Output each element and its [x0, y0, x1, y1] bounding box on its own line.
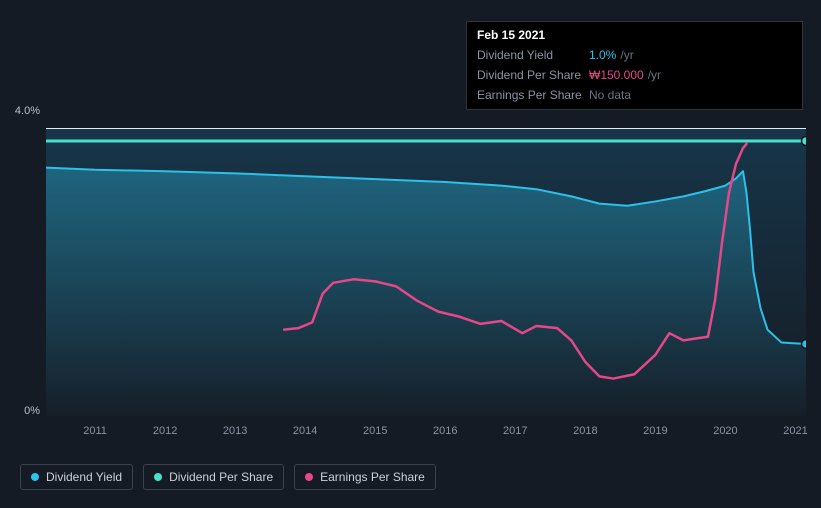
- x-axis-tick: 2019: [643, 425, 667, 437]
- tooltip-label: Earnings Per Share: [477, 88, 589, 102]
- x-axis-tick: 2016: [433, 425, 457, 437]
- tooltip-row: Dividend Yield 1.0% /yr: [467, 46, 802, 66]
- legend-label: Earnings Per Share: [320, 470, 425, 484]
- y-axis-max: 4.0%: [0, 105, 40, 117]
- x-axis-tick: 2018: [573, 425, 597, 437]
- tooltip-suffix: /yr: [648, 68, 661, 82]
- legend-dot: [305, 473, 313, 481]
- legend-item-dividend-yield[interactable]: Dividend Yield: [20, 464, 133, 490]
- tooltip-value: 1.0%: [589, 48, 616, 62]
- tooltip-label: Dividend Yield: [477, 48, 589, 62]
- x-axis-tick: 2013: [223, 425, 247, 437]
- tooltip-value: No data: [589, 88, 631, 102]
- legend-label: Dividend Yield: [46, 470, 122, 484]
- x-axis-tick: 2014: [293, 425, 317, 437]
- chart-legend: Dividend Yield Dividend Per Share Earnin…: [20, 464, 436, 490]
- legend-item-dividend-per-share[interactable]: Dividend Per Share: [143, 464, 284, 490]
- tooltip-value: ₩150.000: [589, 68, 644, 82]
- x-axis-tick: 2011: [83, 425, 107, 437]
- x-axis-tick: 2021: [783, 425, 807, 437]
- x-axis-tick: 2017: [503, 425, 527, 437]
- legend-dot: [154, 473, 162, 481]
- y-axis-min: 0%: [0, 405, 40, 417]
- legend-label: Dividend Per Share: [169, 470, 273, 484]
- chart-tooltip: Feb 15 2021 Dividend Yield 1.0% /yr Divi…: [466, 21, 803, 110]
- tooltip-row: Dividend Per Share ₩150.000 /yr: [467, 66, 802, 86]
- tooltip-date: Feb 15 2021: [467, 22, 802, 46]
- chart-plot-svg: [46, 128, 806, 416]
- tooltip-label: Dividend Per Share: [477, 68, 589, 82]
- tooltip-row: Earnings Per Share No data: [467, 86, 802, 109]
- dividend-chart: Feb 15 2021 Dividend Yield 1.0% /yr Divi…: [0, 0, 821, 508]
- x-axis-tick: 2020: [713, 425, 737, 437]
- x-axis-tick: 2012: [153, 425, 177, 437]
- legend-item-earnings-per-share[interactable]: Earnings Per Share: [294, 464, 436, 490]
- x-axis-tick: 2015: [363, 425, 387, 437]
- legend-dot: [31, 473, 39, 481]
- tooltip-suffix: /yr: [620, 48, 633, 62]
